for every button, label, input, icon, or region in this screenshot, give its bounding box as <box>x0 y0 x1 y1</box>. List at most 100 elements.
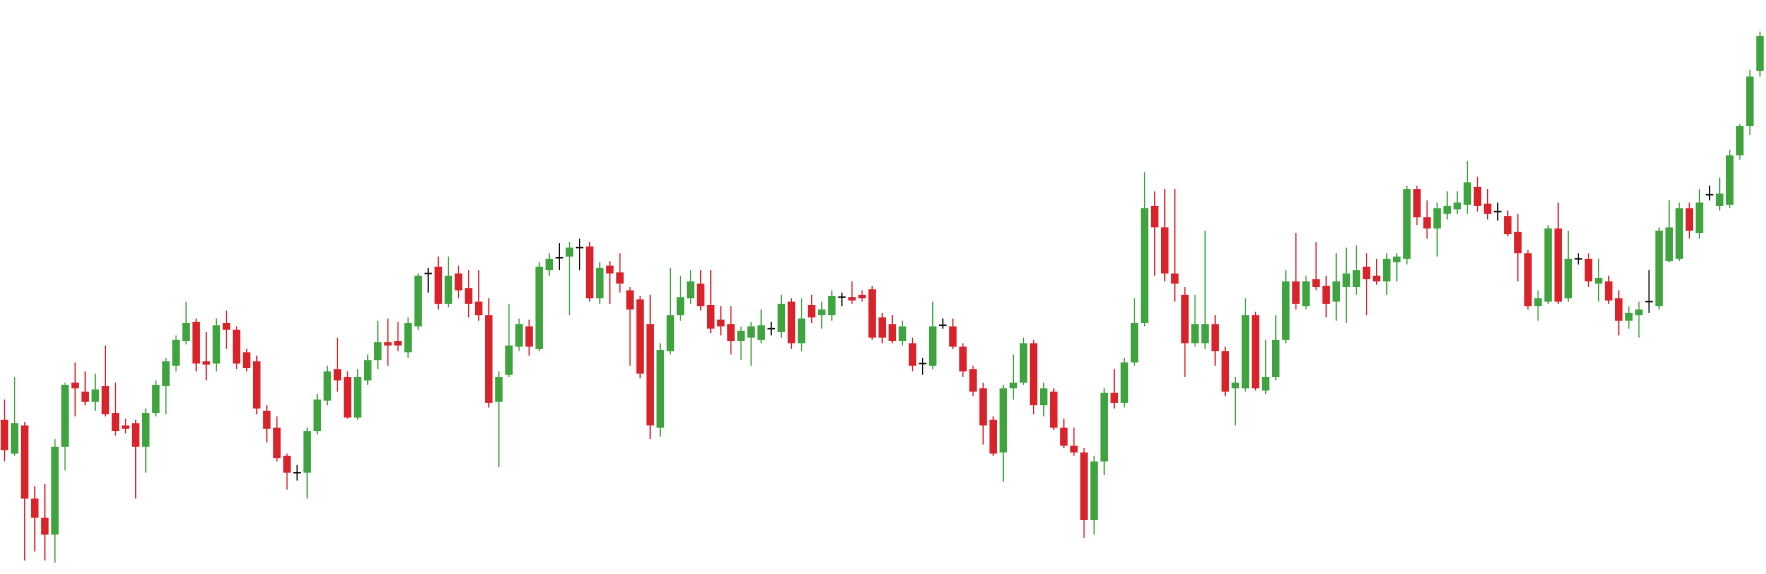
candle-body <box>1715 193 1724 206</box>
candle-body <box>545 258 554 271</box>
candle-body <box>1645 300 1653 303</box>
candle-body <box>141 413 150 447</box>
candle-body <box>495 377 503 402</box>
candle-body <box>1413 189 1421 218</box>
candle-body <box>1282 281 1290 340</box>
candle-body <box>1120 362 1129 403</box>
candle-body <box>0 419 9 451</box>
candle-body <box>404 323 412 353</box>
candle-body <box>1271 339 1280 378</box>
candle-body <box>1171 273 1179 284</box>
candle-body <box>1382 258 1391 282</box>
candle-body <box>959 346 967 372</box>
candle-body <box>131 423 140 447</box>
candle-body <box>71 382 79 389</box>
candle-body <box>1534 298 1542 307</box>
candle-body <box>81 391 89 402</box>
candle-body <box>737 330 745 342</box>
candle-body <box>1635 309 1643 316</box>
candle-body <box>384 342 392 346</box>
candle-body <box>41 517 49 535</box>
candle-body <box>434 266 443 304</box>
candle-body <box>1514 231 1522 254</box>
candle-body <box>273 427 281 459</box>
candle-body <box>1655 230 1663 307</box>
candle-body <box>888 324 897 342</box>
candle-body <box>636 299 644 374</box>
candle-body <box>616 272 624 284</box>
candle-body <box>263 410 271 429</box>
candle-body <box>696 283 705 307</box>
candle-body <box>555 256 564 259</box>
candle-body <box>474 301 483 316</box>
candle-body <box>1695 202 1704 233</box>
candle-body <box>1453 202 1462 210</box>
candle-body <box>1039 388 1048 406</box>
candle-body <box>727 324 735 342</box>
candle-body <box>969 369 977 392</box>
candle-body <box>1756 36 1764 71</box>
candle-body <box>1150 205 1159 228</box>
candle-body <box>202 361 211 365</box>
candle-body <box>1342 273 1351 287</box>
candle-body <box>1292 281 1300 304</box>
candle-body <box>1100 392 1108 462</box>
candle-body <box>1574 258 1583 260</box>
candle-body <box>747 326 755 338</box>
candle-body <box>1483 203 1492 214</box>
candle-body <box>1221 351 1230 392</box>
candle-body <box>525 326 533 347</box>
candle-body <box>757 325 765 340</box>
candle-body <box>1544 228 1552 302</box>
candle-body <box>1584 258 1593 282</box>
candle-body <box>596 267 604 299</box>
candle-body <box>1080 452 1088 520</box>
candle-body <box>374 342 382 361</box>
candle-body <box>787 301 796 344</box>
candle-body <box>1524 253 1532 307</box>
candle-body <box>1322 285 1330 304</box>
candle-body <box>363 360 372 381</box>
candle-body <box>1504 216 1512 235</box>
candle-body <box>101 386 110 415</box>
candle-body <box>868 289 876 338</box>
candle-body <box>91 389 100 402</box>
candle-body <box>1019 343 1028 383</box>
candle-body <box>293 471 301 474</box>
candle-body <box>646 324 654 426</box>
candle-body <box>1604 281 1613 301</box>
candle-body <box>1211 324 1219 352</box>
candle-body <box>1594 277 1603 284</box>
candle-body <box>1261 377 1270 391</box>
candle-body <box>252 361 261 409</box>
candle-body <box>51 446 59 535</box>
candle-body <box>848 297 856 301</box>
candle-body <box>454 273 463 291</box>
candle-body <box>212 325 221 364</box>
candle-body <box>1554 228 1562 302</box>
candle-body <box>717 319 725 327</box>
candle-body <box>1403 189 1411 259</box>
candle-body <box>1070 445 1078 453</box>
candle-body <box>394 341 402 346</box>
candle-body <box>565 247 574 257</box>
candle-body <box>1352 270 1361 287</box>
candle-body <box>313 399 322 432</box>
candle-body <box>1140 208 1149 324</box>
candle-body <box>343 377 352 418</box>
candle-body <box>1725 155 1734 205</box>
candle-body <box>1463 182 1472 205</box>
candle-body <box>989 419 997 454</box>
candle-body <box>1090 461 1098 520</box>
candle-body <box>1060 427 1068 446</box>
candle-body <box>928 326 937 366</box>
candle-body <box>535 266 543 349</box>
candle-body <box>949 326 957 347</box>
candle-body <box>172 339 180 366</box>
candle-body <box>1191 324 1199 344</box>
candle-body <box>1251 315 1260 389</box>
candle-body <box>515 324 523 347</box>
candle-body <box>807 305 816 318</box>
candle-body <box>1181 294 1189 344</box>
